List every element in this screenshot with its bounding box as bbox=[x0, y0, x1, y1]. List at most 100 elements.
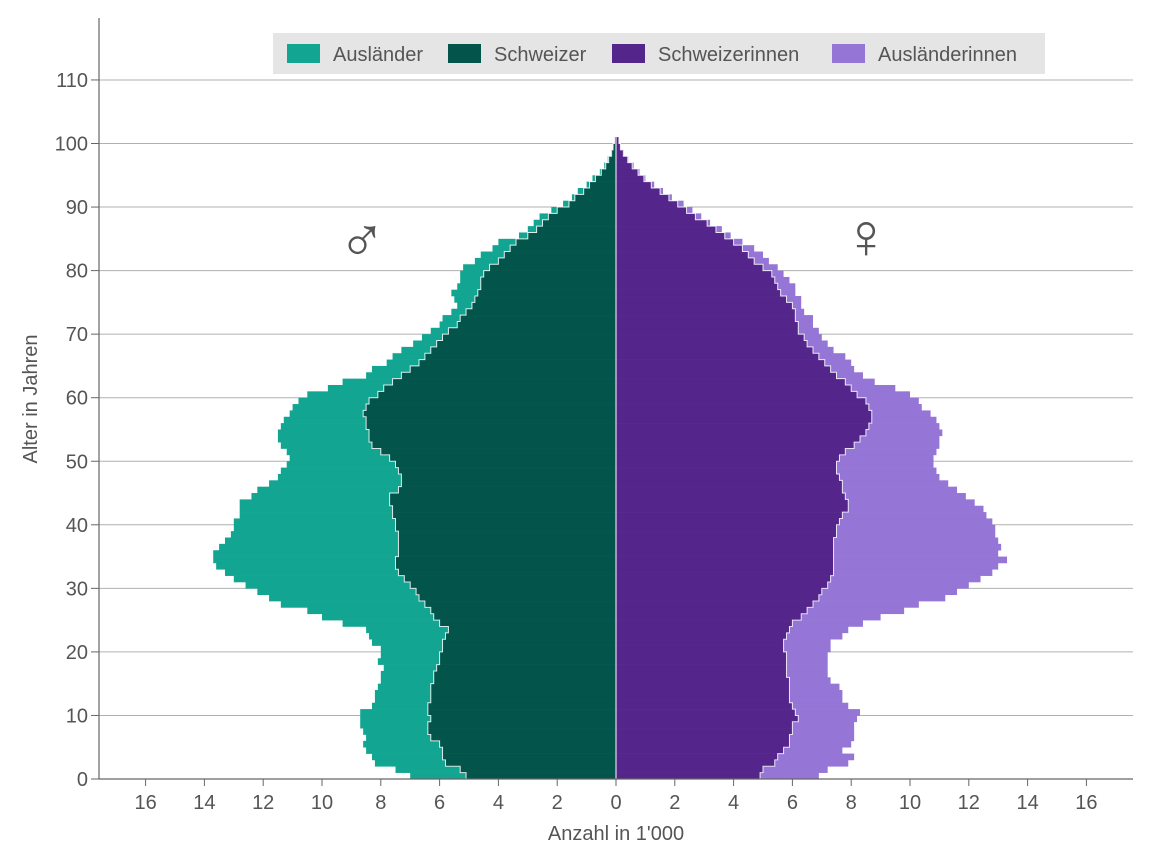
bar-schweizer-age-34 bbox=[396, 557, 617, 564]
bar-auslaender-age-92 bbox=[578, 188, 584, 195]
x-tick-label: 14 bbox=[1016, 792, 1038, 814]
bar-auslaender-age-34 bbox=[213, 557, 395, 564]
bar-schweizer-age-84 bbox=[516, 239, 616, 246]
bar-auslaenderinnen-age-46 bbox=[842, 480, 948, 487]
bar-schweizer-age-56 bbox=[366, 417, 616, 424]
bar-schweizerinnen-age-72 bbox=[616, 315, 795, 322]
bar-auslaenderinnen-age-83 bbox=[742, 245, 754, 252]
bar-auslaender-age-60 bbox=[307, 391, 378, 398]
bar-auslaenderinnen-age-71 bbox=[798, 321, 813, 328]
bar-schweizer-age-51 bbox=[381, 449, 616, 456]
bar-auslaenderinnen-age-79 bbox=[772, 271, 784, 278]
bar-auslaender-age-55 bbox=[281, 423, 366, 430]
bar-auslaenderinnen-age-39 bbox=[837, 525, 996, 532]
bar-auslaenderinnen-age-2 bbox=[775, 760, 849, 767]
bar-schweizerinnen-age-70 bbox=[616, 328, 798, 335]
bar-auslaender-age-26 bbox=[307, 607, 430, 614]
bar-schweizer-age-71 bbox=[457, 321, 616, 328]
bar-schweizerinnen-age-4 bbox=[616, 747, 784, 754]
bar-schweizer-age-70 bbox=[448, 328, 616, 335]
bar-schweizerinnen-age-79 bbox=[616, 271, 772, 278]
bar-schweizerinnen-age-30 bbox=[616, 582, 828, 589]
bar-auslaender-age-32 bbox=[225, 569, 398, 576]
bar-auslaender-age-1 bbox=[396, 766, 461, 773]
bar-auslaenderinnen-age-56 bbox=[872, 417, 937, 424]
bar-auslaenderinnen-age-14 bbox=[789, 684, 839, 691]
bar-auslaender-age-66 bbox=[393, 353, 425, 360]
bar-auslaender-age-38 bbox=[231, 531, 399, 538]
bar-auslaender-age-42 bbox=[240, 506, 393, 513]
bar-auslaenderinnen-age-58 bbox=[869, 404, 922, 411]
bar-auslaenderinnen-age-0 bbox=[760, 773, 819, 780]
bar-auslaender-age-57 bbox=[290, 410, 364, 417]
bar-schweizerinnen-age-13 bbox=[616, 690, 789, 697]
bar-auslaender-age-37 bbox=[225, 538, 398, 545]
bar-auslaenderinnen-age-75 bbox=[787, 296, 802, 303]
bar-schweizerinnen-age-6 bbox=[616, 735, 789, 742]
bar-auslaender-age-18 bbox=[378, 658, 440, 665]
bar-auslaenderinnen-age-36 bbox=[834, 544, 1002, 551]
bar-schweizerinnen-age-44 bbox=[616, 493, 845, 500]
bar-auslaender-age-59 bbox=[298, 398, 369, 405]
bar-auslaender-age-76 bbox=[451, 290, 477, 297]
bar-auslaender-age-67 bbox=[401, 347, 430, 354]
bar-auslaender-age-79 bbox=[460, 271, 484, 278]
bar-auslaender-age-13 bbox=[375, 690, 431, 697]
bar-auslaender-age-58 bbox=[293, 404, 367, 411]
bar-schweizer-age-24 bbox=[440, 620, 616, 627]
bar-auslaenderinnen-age-85 bbox=[725, 232, 731, 239]
bar-schweizerinnen-age-25 bbox=[616, 614, 801, 621]
bar-schweizer-age-87 bbox=[543, 220, 617, 227]
bar-schweizer-age-74 bbox=[472, 302, 616, 309]
bar-schweizerinnen-age-54 bbox=[616, 429, 866, 436]
bar-schweizer-age-94 bbox=[595, 175, 616, 182]
bar-schweizer-age-19 bbox=[440, 652, 616, 659]
bar-auslaenderinnen-age-30 bbox=[828, 582, 969, 589]
bar-auslaenderinnen-age-44 bbox=[845, 493, 966, 500]
bar-auslaenderinnen-age-13 bbox=[789, 690, 842, 697]
bar-auslaender-age-27 bbox=[281, 601, 425, 608]
bar-schweizer-age-54 bbox=[369, 429, 616, 436]
bar-schweizerinnen-age-98 bbox=[616, 150, 623, 157]
bar-schweizerinnen-age-3 bbox=[616, 754, 778, 761]
bar-auslaenderinnen-age-43 bbox=[848, 499, 974, 506]
y-axis-label: Alter in Jahren bbox=[20, 335, 42, 464]
bar-auslaenderinnen-age-22 bbox=[787, 633, 843, 640]
bar-auslaender-age-30 bbox=[246, 582, 411, 589]
y-tick-label: 70 bbox=[66, 324, 88, 346]
bar-schweizer-age-29 bbox=[416, 588, 616, 595]
bar-auslaender-age-65 bbox=[387, 360, 419, 367]
bar-auslaender-age-64 bbox=[372, 366, 410, 373]
bar-schweizer-age-83 bbox=[510, 245, 616, 252]
bar-auslaender-age-80 bbox=[463, 264, 489, 271]
bar-auslaenderinnen-age-15 bbox=[789, 677, 830, 684]
bar-auslaenderinnen-age-40 bbox=[839, 518, 992, 525]
bar-schweizerinnen-age-7 bbox=[616, 728, 792, 735]
bar-schweizerinnen-age-19 bbox=[616, 652, 787, 659]
bar-auslaenderinnen-age-34 bbox=[834, 557, 1007, 564]
bar-schweizer-age-81 bbox=[498, 258, 616, 265]
bar-auslaenderinnen-age-5 bbox=[789, 741, 851, 748]
bar-auslaenderinnen-age-69 bbox=[804, 334, 822, 341]
x-tick-label: 8 bbox=[375, 792, 386, 814]
bar-schweizerinnen-age-42 bbox=[616, 506, 848, 513]
bar-schweizerinnen-age-39 bbox=[616, 525, 837, 532]
bar-schweizer-age-12 bbox=[431, 696, 616, 703]
bar-auslaenderinnen-age-3 bbox=[778, 754, 854, 761]
y-tick-label: 50 bbox=[66, 451, 88, 473]
bar-auslaenderinnen-age-33 bbox=[834, 563, 999, 570]
bar-auslaenderinnen-age-82 bbox=[748, 252, 763, 259]
bar-schweizer-age-1 bbox=[460, 766, 616, 773]
bar-auslaender-age-4 bbox=[366, 747, 442, 754]
bar-auslaenderinnen-age-61 bbox=[851, 385, 895, 392]
female-symbol-icon: ♀ bbox=[842, 200, 890, 272]
bar-schweizer-age-8 bbox=[428, 722, 616, 729]
bar-schweizerinnen-age-55 bbox=[616, 423, 869, 430]
bar-auslaenderinnen-age-65 bbox=[825, 360, 851, 367]
bar-schweizer-age-42 bbox=[393, 506, 616, 513]
y-tick-label: 0 bbox=[77, 769, 88, 791]
bar-auslaenderinnen-age-41 bbox=[842, 512, 986, 519]
bar-schweizerinnen-age-71 bbox=[616, 321, 798, 328]
bar-schweizerinnen-age-59 bbox=[616, 398, 866, 405]
